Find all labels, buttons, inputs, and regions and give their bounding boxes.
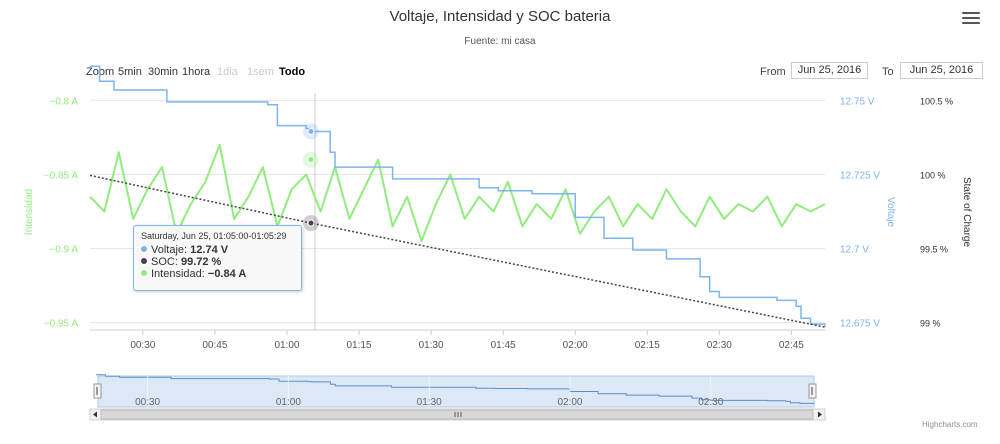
credits-link[interactable]: Highcharts.com xyxy=(922,420,978,429)
to-label: To xyxy=(882,66,894,78)
y-tick-voltaje: 12.725 V xyxy=(840,170,880,181)
navigator-series-line xyxy=(96,374,815,404)
chart-subtitle: Fuente: mi casa xyxy=(464,36,536,47)
tooltip-label: Voltaje: xyxy=(151,244,188,256)
y-tick-soc: 100 % xyxy=(920,170,946,180)
scroll-left-arrow-icon[interactable] xyxy=(93,411,97,418)
y-tick-intensidad: −0.95 A xyxy=(44,319,79,330)
y-axis-title-intensidad: Intensidad xyxy=(24,189,35,235)
chart-title: Voltaje, Intensidad y SOC bateria xyxy=(389,8,611,25)
tooltip-row-intensidad: Intensidad: −0.84 A xyxy=(141,268,294,280)
from-date-input[interactable]: Jun 25, 2016 xyxy=(791,62,868,79)
x-tick-label: 02:30 xyxy=(707,340,732,351)
tooltip-value: 99.72 % xyxy=(180,256,222,268)
y-tick-soc: 99 % xyxy=(920,319,941,329)
zoom-1dia-button: 1dia xyxy=(217,66,238,78)
x-tick-label: 01:30 xyxy=(419,340,444,351)
x-tick-label: 02:15 xyxy=(635,340,660,351)
tooltip-value: 12.74 V xyxy=(190,244,229,256)
hamburger-menu-icon[interactable] xyxy=(962,12,980,28)
scrollbar-thumb[interactable] xyxy=(100,409,814,420)
navigator-tick-label: 00:30 xyxy=(135,397,160,408)
x-tick-label: 01:45 xyxy=(491,340,516,351)
y-axis-title-soc: State of Charge xyxy=(961,177,972,247)
x-tick-label: 00:30 xyxy=(130,340,155,351)
navigator-tick-label: 01:30 xyxy=(417,397,442,408)
to-date-input[interactable]: Jun 25, 2016 xyxy=(900,62,983,79)
navigator-tick-label: 02:30 xyxy=(698,397,723,408)
soc-dot-icon xyxy=(141,258,147,264)
x-tick-label: 02:45 xyxy=(779,340,804,351)
zoom-todo-button[interactable]: Todo xyxy=(279,66,306,78)
zoom-1hora-button[interactable]: 1hora xyxy=(182,66,211,78)
y-tick-intensidad: −0.9 A xyxy=(49,245,78,256)
hover-point-voltaje xyxy=(307,128,315,136)
y-tick-soc: 100.5 % xyxy=(920,96,953,106)
voltaje-dot-icon xyxy=(141,246,147,252)
y-tick-voltaje: 12.7 V xyxy=(840,245,869,256)
zoom-5min-button[interactable]: 5min xyxy=(118,66,142,78)
x-tick-label: 01:15 xyxy=(347,340,372,351)
tooltip-header: Saturday, Jun 25, 01:05:00-01:05:29 xyxy=(141,231,287,241)
tooltip-label: SOC: xyxy=(151,256,178,268)
x-tick-label: 00:45 xyxy=(202,340,227,351)
y-tick-intensidad: −0.8 A xyxy=(49,96,78,107)
hover-point-intensidad xyxy=(307,156,315,164)
tooltip-value: −0.84 A xyxy=(207,268,247,280)
tooltip-label: Intensidad: xyxy=(151,268,205,280)
axis-labels: −0.8 A 12.75 V 100.5 % −0.85 A 12.725 V 100 %… xyxy=(44,96,953,351)
series-line-intensidad xyxy=(89,143,826,243)
x-tick-label: 01:00 xyxy=(274,340,299,351)
grid-lines xyxy=(90,99,825,335)
y-axis-title-voltaje: Voltaje xyxy=(885,197,896,227)
scroll-right-arrow-icon[interactable] xyxy=(818,411,822,418)
hover-markers xyxy=(302,123,319,232)
navigator-tick-label: 01:00 xyxy=(276,397,301,408)
navigator: 00:30 01:00 01:30 02:00 02:30 xyxy=(89,374,826,421)
y-tick-voltaje: 12.675 V xyxy=(840,319,880,330)
hover-point-soc xyxy=(307,219,315,227)
series-line-voltaje xyxy=(90,65,826,327)
tooltip: Saturday, Jun 25, 01:05:00-01:05:29 Volt… xyxy=(133,225,302,291)
tooltip-row-soc: SOC: 99.72 % xyxy=(141,256,294,268)
tooltip-row-voltaje: Voltaje: 12.74 V xyxy=(141,244,294,256)
y-tick-intensidad: −0.85 A xyxy=(44,170,79,181)
y-tick-soc: 99.5 % xyxy=(920,245,948,255)
intensidad-dot-icon xyxy=(141,270,147,276)
zoom-1sem-button: 1sem xyxy=(247,66,274,78)
navigator-selection-mask xyxy=(97,375,815,408)
from-label: From xyxy=(760,66,786,78)
series-group xyxy=(89,65,826,328)
x-tick-label: 02:00 xyxy=(563,340,588,351)
y-tick-voltaje: 12.75 V xyxy=(840,96,875,107)
navigator-tick-label: 02:00 xyxy=(557,397,582,408)
zoom-30min-button[interactable]: 30min xyxy=(148,66,178,78)
